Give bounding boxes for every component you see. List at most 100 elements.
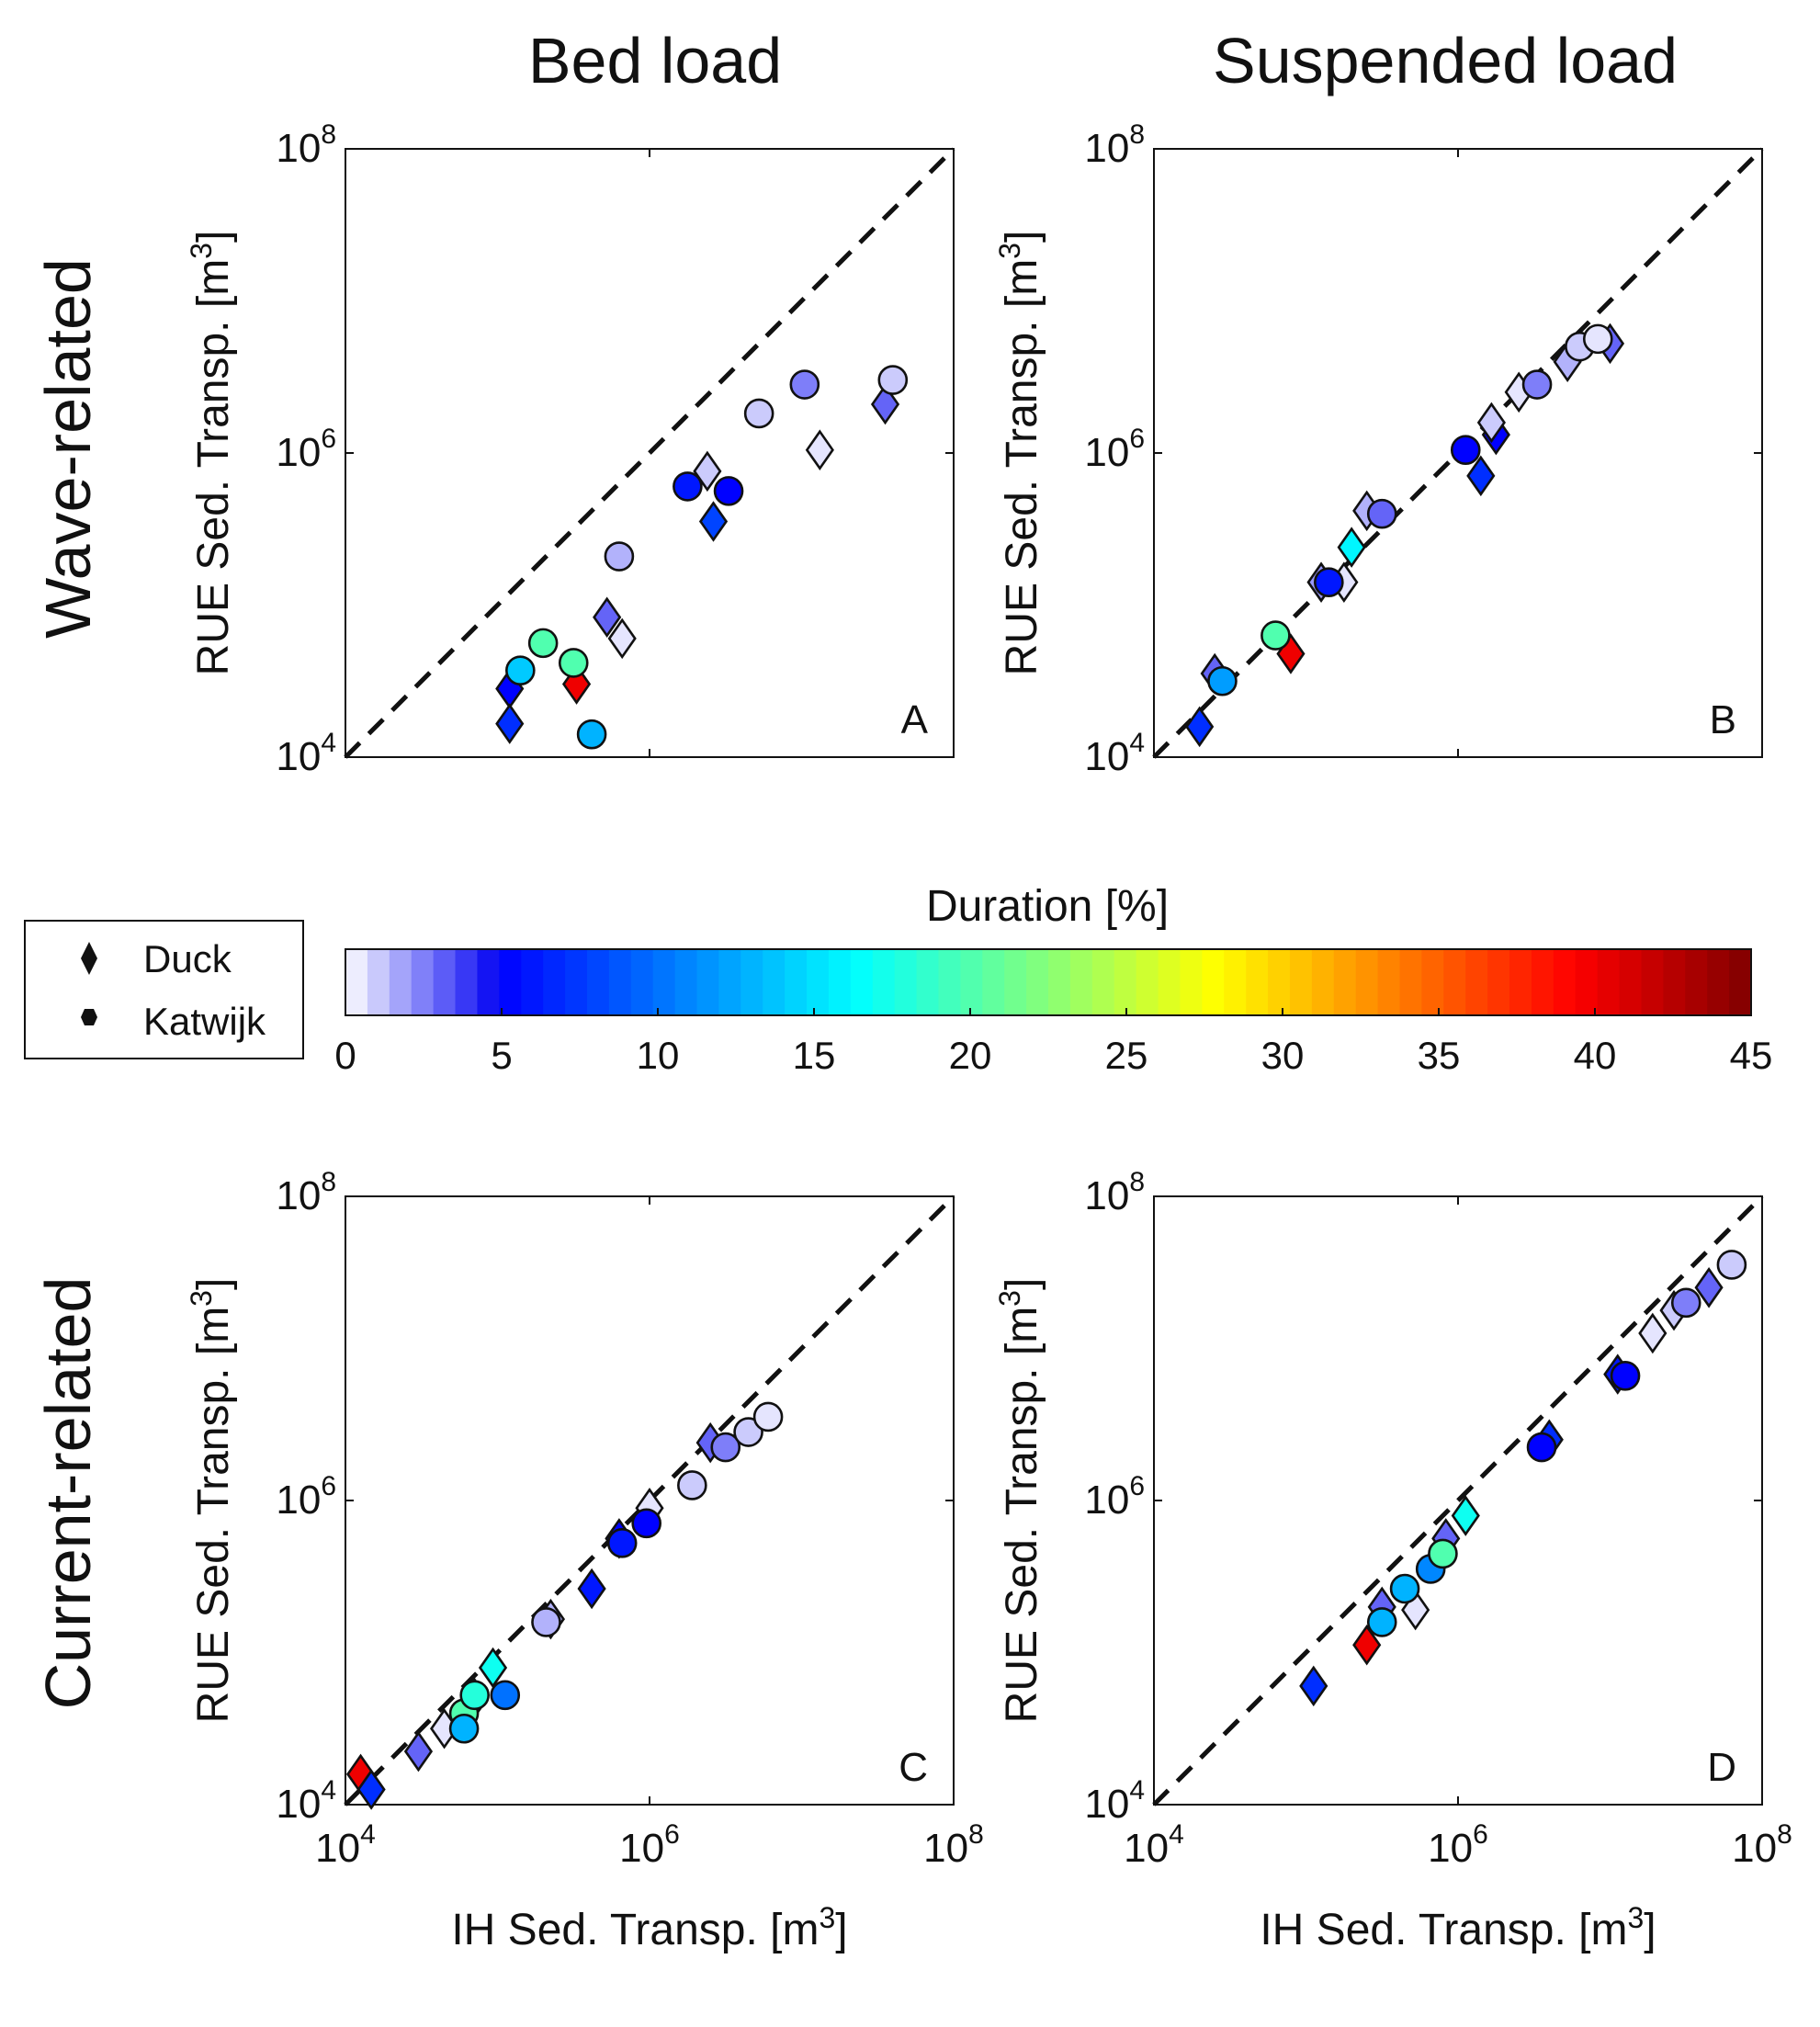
- colorbar-cell: [586, 949, 610, 1015]
- duck-point: [1476, 402, 1506, 444]
- katwijk-point: [1314, 567, 1344, 597]
- colorbar-cell: [1531, 949, 1554, 1015]
- katwijk-point: [576, 719, 607, 750]
- panel-b: 104 106 108 RUE Sed. Transp. [m3] B: [993, 119, 1764, 779]
- y-tick-label: 108: [276, 119, 336, 171]
- colorbar-cell: [894, 949, 918, 1015]
- katwijk-point: [1450, 435, 1481, 465]
- colorbar-cell: [1113, 949, 1137, 1015]
- y-axis-label: RUE Sed. Transp. [m3]: [993, 1278, 1046, 1724]
- colorbar-cell: [1597, 949, 1621, 1015]
- colorbar-cell: [1443, 949, 1466, 1015]
- y-tick-label: 104: [276, 1775, 336, 1827]
- katwijk-point: [527, 628, 559, 659]
- x-tick-label: 106: [1428, 1819, 1488, 1871]
- colorbar-cell: [1246, 949, 1269, 1015]
- katwijk-point: [1670, 1287, 1701, 1319]
- katwijk-point: [1610, 1360, 1641, 1391]
- colorbar-cell: [1377, 949, 1401, 1015]
- colorbar-title: Duration [%]: [926, 882, 1169, 931]
- colorbar-cell: [1707, 949, 1730, 1015]
- one-to-one-line: [1152, 1195, 1764, 1806]
- y-tick-label: 108: [276, 1167, 336, 1218]
- colorbar-cell: [1641, 949, 1664, 1015]
- colorbar-cell: [1136, 949, 1159, 1015]
- colorbar-cell: [455, 949, 479, 1015]
- duck-point: [495, 703, 525, 744]
- panel-label: B: [1710, 697, 1736, 742]
- colorbar-cell: [565, 949, 588, 1015]
- colorbar-tick-label: 25: [1105, 1034, 1148, 1077]
- colorbar-cell: [982, 949, 1005, 1015]
- legend-label-katwijk: Katwijk: [143, 1000, 266, 1043]
- y-axis-label: RUE Sed. Transp. [m3]: [185, 1278, 238, 1724]
- y-tick-label: 106: [276, 1471, 336, 1523]
- katwijk-point: [1260, 620, 1291, 651]
- colorbar: Duration [%] 0 5 10 15 20 25 30 35 40 45: [334, 882, 1772, 1077]
- colorbar-cell: [389, 949, 413, 1015]
- one-to-one-line: [344, 147, 955, 759]
- katwijk-point: [631, 1508, 661, 1539]
- colorbar-cell: [850, 949, 874, 1015]
- x-tick-label: 104: [315, 1819, 376, 1871]
- colorbar-cell: [499, 949, 522, 1015]
- colorbar-cell: [916, 949, 940, 1015]
- panel-label: A: [901, 697, 929, 742]
- colorbar-cell: [608, 949, 632, 1015]
- legend-box: [24, 920, 304, 1059]
- colorbar-frame: [345, 948, 1752, 1016]
- colorbar-cell: [1026, 949, 1049, 1015]
- colorbar-tick-label: 45: [1730, 1034, 1773, 1077]
- colorbar-cell: [433, 949, 457, 1015]
- colorbar-cell: [1399, 949, 1423, 1015]
- colorbar-cell: [718, 949, 741, 1015]
- colorbar-tick-label: 0: [334, 1034, 356, 1077]
- duck-point: [1694, 1267, 1724, 1308]
- katwijk-point: [1582, 323, 1613, 355]
- colorbar-cell: [740, 949, 763, 1015]
- katwijk-point: [531, 1607, 561, 1637]
- colorbar-cell: [543, 949, 566, 1015]
- legend: Duck Katwijk: [24, 920, 304, 1059]
- katwijk-point: [710, 1432, 741, 1463]
- colorbar-cell: [807, 949, 830, 1015]
- katwijk-point: [1389, 1573, 1420, 1604]
- colorbar-tick-label: 10: [637, 1034, 680, 1077]
- katwijk-point: [789, 369, 820, 400]
- duck-point: [1299, 1665, 1328, 1707]
- colorbar-cell: [1224, 949, 1247, 1015]
- y-tick-label: 108: [1084, 119, 1145, 171]
- colorbar-tick-label: 35: [1418, 1034, 1461, 1077]
- colorbar-cell: [1663, 949, 1686, 1015]
- colorbar-cell: [1685, 949, 1708, 1015]
- panel-a: 104 106 108 RUE Sed. Transp. [m3] A: [185, 119, 955, 779]
- row-title-current-related: Current-related: [32, 1277, 104, 1710]
- colorbar-cell: [1202, 949, 1225, 1015]
- x-axis-label: IH Sed. Transp. [m3]: [1260, 1901, 1656, 1954]
- katwijk-point: [448, 1713, 480, 1744]
- colorbar-cell: [763, 949, 786, 1015]
- colorbar-cell: [1619, 949, 1643, 1015]
- colorbar-cell: [477, 949, 500, 1015]
- column-title-suspended-load: Suspended load: [1213, 25, 1678, 96]
- duck-point: [403, 1730, 434, 1772]
- colorbar-cell: [674, 949, 698, 1015]
- colorbar-ticks: 0 5 10 15 20 25 30 35 40 45: [334, 1008, 1772, 1077]
- colorbar-cell: [1004, 949, 1027, 1015]
- katwijk-point: [606, 1528, 638, 1558]
- katwijk-point: [459, 1680, 490, 1711]
- colorbar-tick-label: 20: [949, 1034, 992, 1077]
- katwijk-point: [604, 541, 635, 572]
- colorbar-cell: [1333, 949, 1357, 1015]
- colorbar-cell: [1487, 949, 1510, 1015]
- duck-point: [1638, 1312, 1667, 1354]
- x-tick-label: 106: [619, 1819, 680, 1871]
- colorbar-cell: [1048, 949, 1071, 1015]
- y-tick-label: 106: [276, 424, 336, 475]
- duck-point: [1466, 455, 1496, 497]
- y-axis-label: RUE Sed. Transp. [m3]: [993, 231, 1046, 676]
- colorbar-cell: [1421, 949, 1444, 1015]
